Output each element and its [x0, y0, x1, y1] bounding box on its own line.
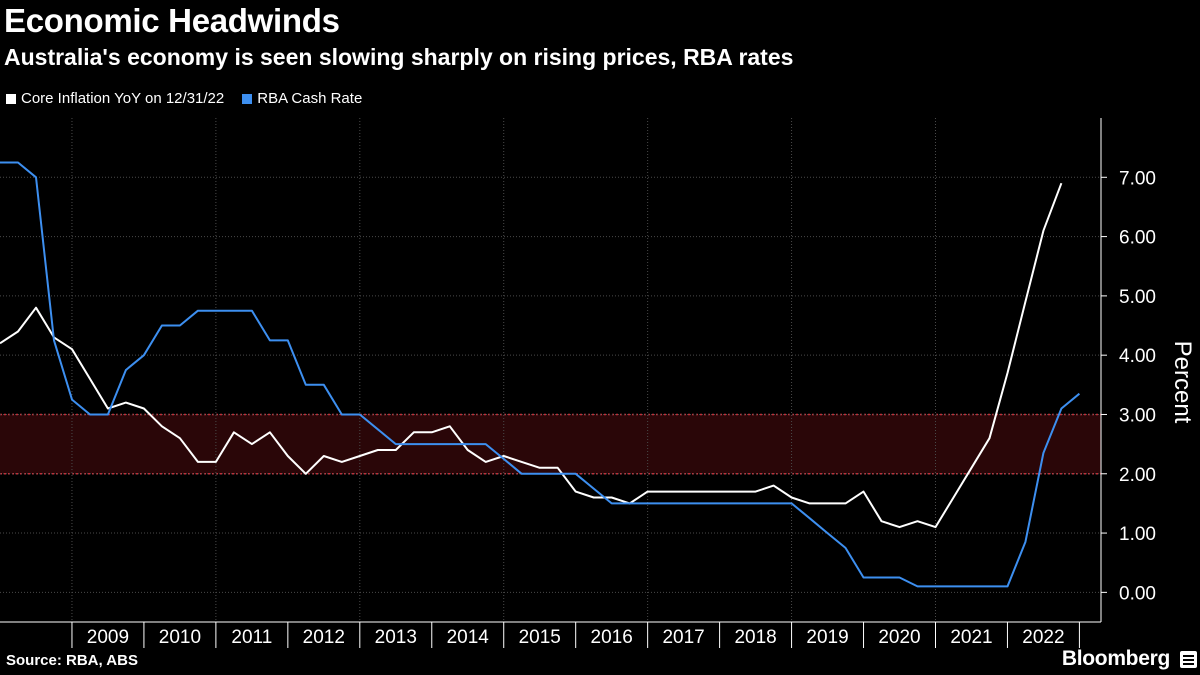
x-tick-label: 2011 — [231, 627, 272, 648]
x-tick-label: 2013 — [375, 627, 417, 648]
bloomberg-logo: Bloomberg — [1061, 647, 1170, 670]
x-tick-label: 2022 — [1022, 627, 1064, 648]
y-tick-label: 1.00 — [1119, 524, 1156, 545]
legend-swatch-core-inflation — [6, 93, 16, 104]
source-note: Source: RBA, ABS — [6, 652, 138, 669]
legend-swatch-rba-rate — [242, 93, 253, 104]
y-tick-label: 6.00 — [1119, 228, 1156, 249]
y-tick-label: 5.00 — [1119, 287, 1156, 308]
legend-label-core-inflation: Core Inflation YoY on 12/31/22 — [21, 90, 225, 107]
x-tick-label: 2012 — [303, 627, 345, 648]
y-tick-label: 2.00 — [1119, 465, 1156, 486]
series-line-core-inflation — [0, 182, 1063, 529]
y-tick-label: 3.00 — [1119, 405, 1156, 426]
target-band — [0, 414, 1101, 474]
x-tick-label: 2020 — [878, 627, 920, 648]
x-tick-label: 2015 — [519, 627, 561, 648]
x-tick-label: 2017 — [662, 627, 704, 648]
y-tick-label: 4.00 — [1119, 346, 1156, 367]
chart-title: Economic Headwinds — [4, 2, 340, 39]
legend-item-core-inflation: Core Inflation YoY on 12/31/22 — [6, 90, 224, 107]
x-tick-label: 2014 — [447, 627, 490, 648]
bloomberg-menu-icon — [1180, 651, 1197, 668]
legend: Core Inflation YoY on 12/31/22 RBA Cash … — [6, 90, 380, 107]
legend-label-rba-rate: RBA Cash Rate — [257, 90, 363, 107]
chart-subtitle: Australia's economy is seen slowing shar… — [4, 44, 794, 70]
y-axis-title: Percent — [1169, 341, 1196, 424]
y-tick-label: 7.00 — [1119, 168, 1156, 189]
x-tick-label: 2009 — [87, 627, 129, 648]
x-tick-label: 2010 — [159, 627, 201, 648]
y-tick-label: 0.00 — [1119, 583, 1156, 604]
x-tick-label: 2019 — [806, 627, 848, 648]
x-tick-label: 2018 — [734, 627, 776, 648]
x-tick-label: 2016 — [591, 627, 633, 648]
series-line-rba-rate — [0, 161, 1081, 588]
x-tick-label: 2021 — [950, 627, 992, 648]
legend-item-rba-rate: RBA Cash Rate — [242, 90, 362, 107]
